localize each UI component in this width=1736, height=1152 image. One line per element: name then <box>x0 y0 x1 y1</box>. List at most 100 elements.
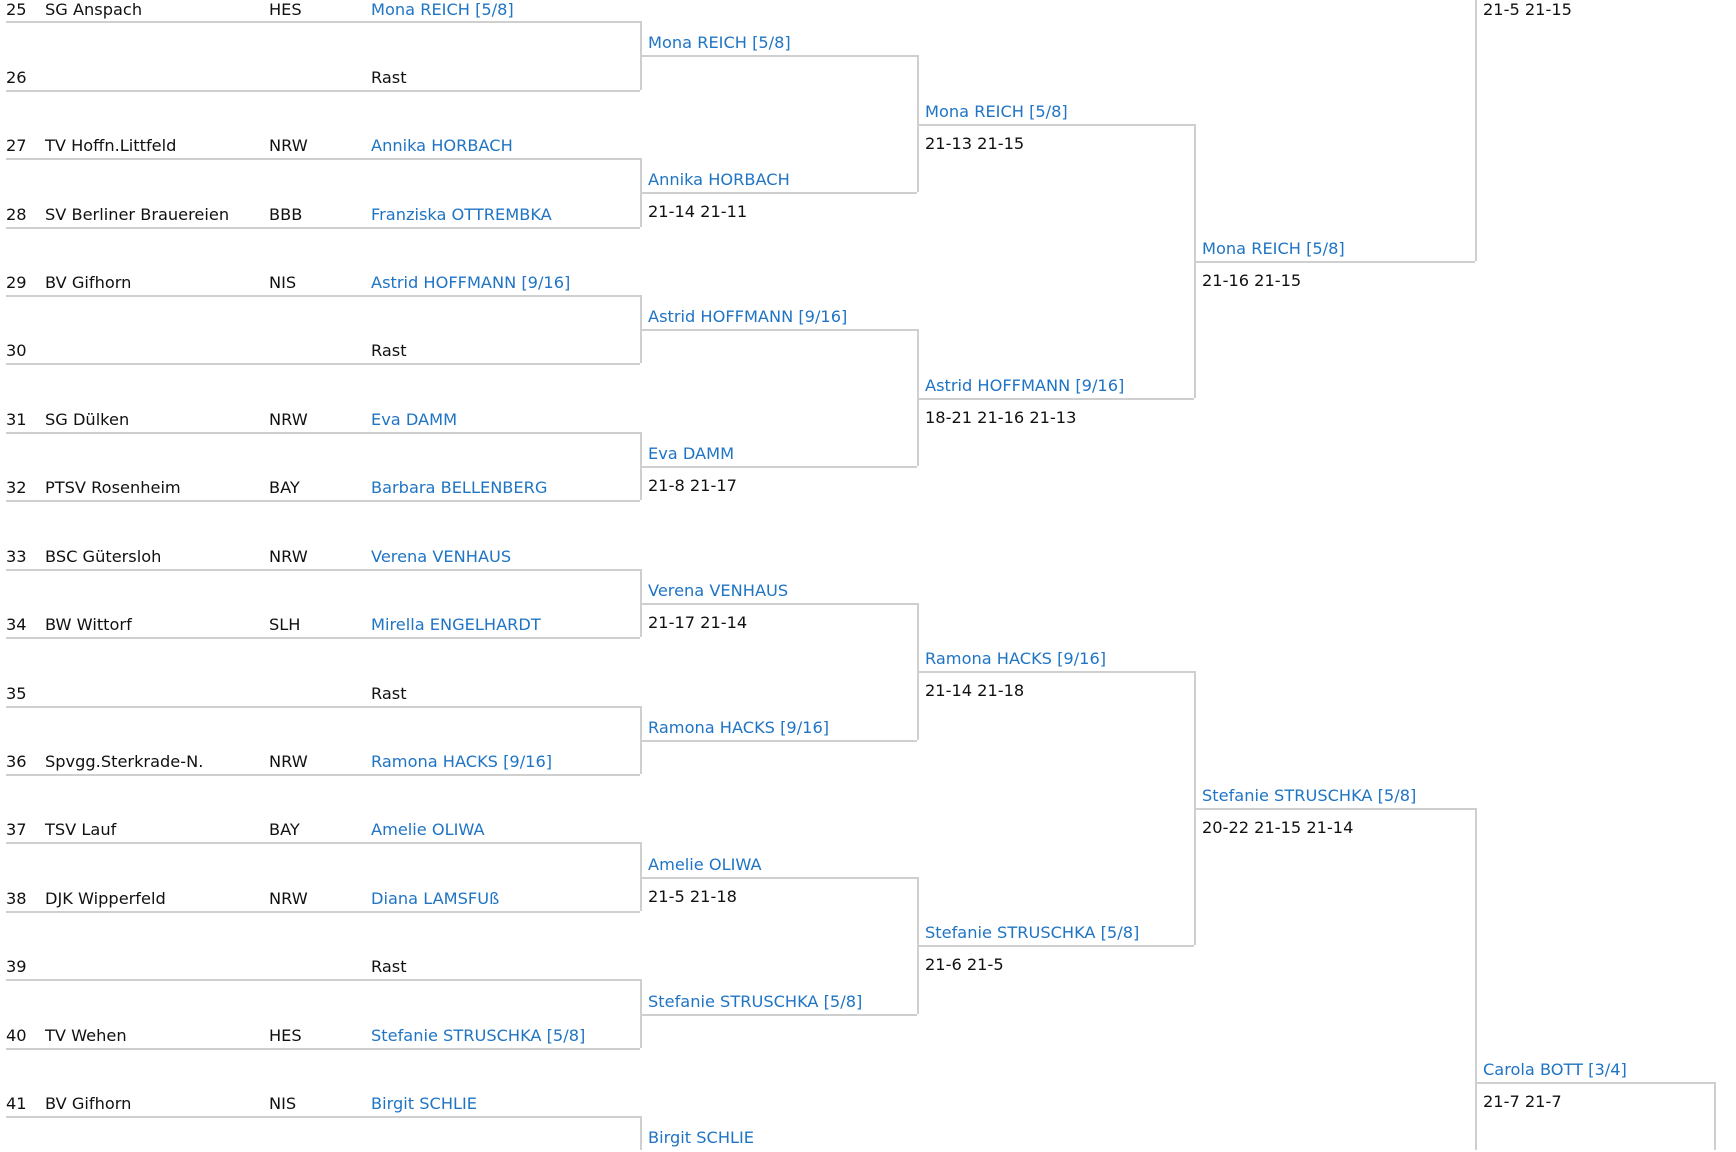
player-link[interactable]: Amelie OLIWA <box>371 820 485 840</box>
match-score: 18-21 21-16 21-13 <box>925 407 1077 427</box>
bracket-connector <box>1194 123 1196 398</box>
bracket-line <box>6 842 640 845</box>
bracket-connector <box>1714 1081 1716 1150</box>
player-link[interactable]: Barbara BELLENBERG <box>371 478 548 498</box>
club-name: TV Hoffn.Littfeld <box>45 136 177 156</box>
bracket-line <box>6 21 640 24</box>
player-link[interactable]: Eva DAMM <box>371 409 458 429</box>
bye-label: Rast <box>371 683 407 703</box>
bracket-line <box>917 671 1194 674</box>
bracket-connector <box>640 431 642 501</box>
club-name: BV Gifhorn <box>45 1094 132 1114</box>
state-code: NRW <box>269 752 308 772</box>
match-score: 21-5 21-18 <box>648 886 737 906</box>
match-score: 21-5 21-15 <box>1483 0 1572 19</box>
draw-position: 33 <box>6 546 27 566</box>
bracket-line <box>6 431 640 434</box>
bracket-line <box>6 500 640 503</box>
match-score: 20-22 21-15 21-14 <box>1202 818 1354 838</box>
bracket-line <box>917 397 1194 400</box>
winner-link[interactable]: Carola BOTT [3/4] <box>1483 1059 1627 1079</box>
bracket-line <box>6 979 640 982</box>
bracket-connector <box>640 842 642 911</box>
bracket-line <box>640 329 917 332</box>
state-code: HES <box>269 1025 302 1045</box>
bracket-line <box>6 774 640 777</box>
winner-link[interactable]: Mona REICH [5/8] <box>1202 238 1345 258</box>
state-code: NIS <box>269 273 297 292</box>
state-code: SLH <box>269 615 301 635</box>
player-link[interactable]: Mirella ENGELHARDT <box>371 615 541 635</box>
winner-link[interactable]: Astrid HOFFMANN [9/16] <box>648 307 848 327</box>
draw-position: 37 <box>6 820 27 840</box>
player-link[interactable]: Diana LAMSFUß <box>371 888 500 908</box>
club-name: PTSV Rosenheim <box>45 478 181 498</box>
bracket-connector <box>640 705 642 775</box>
winner-link[interactable]: Stefanie STRUSCHKA [5/8] <box>925 923 1140 943</box>
state-code: HES <box>269 0 302 19</box>
bracket-connector <box>640 158 642 227</box>
match-score: 21-17 21-14 <box>648 612 748 632</box>
bracket-line <box>917 945 1194 948</box>
bracket-line <box>640 1013 917 1016</box>
winner-link[interactable]: Ramona HACKS [9/16] <box>925 649 1107 669</box>
player-link[interactable]: Franziska OTTREMBKA <box>371 204 552 224</box>
bracket-line <box>6 568 640 571</box>
winner-link[interactable]: Stefanie STRUSCHKA [5/8] <box>648 991 863 1011</box>
draw-position: 41 <box>6 1094 27 1114</box>
draw-position: 35 <box>6 683 27 703</box>
bracket-line <box>1194 260 1475 263</box>
draw-position: 31 <box>6 409 27 429</box>
bracket-line <box>640 876 917 879</box>
state-code: NRW <box>269 546 308 566</box>
club-name: SG Dülken <box>45 409 130 429</box>
bracket-line <box>6 637 640 640</box>
draw-position: 40 <box>6 1025 27 1045</box>
bracket-connector <box>917 602 919 740</box>
player-link[interactable]: Verena VENHAUS <box>371 546 512 566</box>
club-name: BSC Gütersloh <box>45 546 162 566</box>
player-link[interactable]: Annika HORBACH <box>371 136 513 156</box>
winner-link[interactable]: Ramona HACKS [9/16] <box>648 717 830 737</box>
bracket-connector <box>640 21 642 90</box>
draw-position: 34 <box>6 615 27 635</box>
winner-link[interactable]: Amelie OLIWA <box>648 854 762 874</box>
player-link[interactable]: Astrid HOFFMANN [9/16] <box>371 273 571 292</box>
bracket-connector <box>640 295 642 364</box>
bracket-line <box>6 89 640 92</box>
club-name: TV Wehen <box>45 1025 127 1045</box>
match-score: 21-13 21-15 <box>925 133 1025 153</box>
bracket-line <box>917 123 1194 126</box>
draw-position: 39 <box>6 957 27 977</box>
winner-link[interactable]: Astrid HOFFMANN [9/16] <box>925 375 1125 395</box>
winner-link[interactable]: Verena VENHAUS <box>648 580 789 600</box>
bracket-connector <box>917 876 919 1014</box>
bracket-connector <box>640 568 642 638</box>
bracket-line <box>1475 1081 1714 1084</box>
player-link[interactable]: Birgit SCHLIE <box>371 1094 478 1114</box>
player-link[interactable]: Ramona HACKS [9/16] <box>371 752 553 772</box>
winner-link[interactable]: Mona REICH [5/8] <box>925 101 1068 121</box>
winner-link[interactable]: Annika HORBACH <box>648 170 790 190</box>
bracket-line <box>6 1116 640 1119</box>
bracket-line <box>6 910 640 913</box>
winner-link[interactable]: Eva DAMM <box>648 444 735 464</box>
match-score: 21-16 21-15 <box>1202 270 1302 290</box>
match-score: 21-14 21-11 <box>648 202 748 222</box>
bracket-connector <box>1475 808 1477 1150</box>
match-score: 21-7 21-7 <box>1483 1091 1562 1111</box>
player-link[interactable]: Stefanie STRUSCHKA [5/8] <box>371 1025 586 1045</box>
player-link[interactable]: Mona REICH [5/8] <box>371 0 514 19</box>
winner-link[interactable]: Stefanie STRUSCHKA [5/8] <box>1202 786 1417 806</box>
bracket-line <box>6 295 640 297</box>
state-code: NRW <box>269 409 308 429</box>
state-code: BAY <box>269 820 300 840</box>
winner-link[interactable]: Birgit SCHLIE <box>648 1128 755 1148</box>
state-code: NRW <box>269 888 308 908</box>
draw-position: 26 <box>6 67 27 87</box>
club-name: BW Wittorf <box>45 615 132 635</box>
match-score: 21-8 21-17 <box>648 476 737 496</box>
winner-link[interactable]: Mona REICH [5/8] <box>648 33 791 53</box>
bye-label: Rast <box>371 67 407 87</box>
